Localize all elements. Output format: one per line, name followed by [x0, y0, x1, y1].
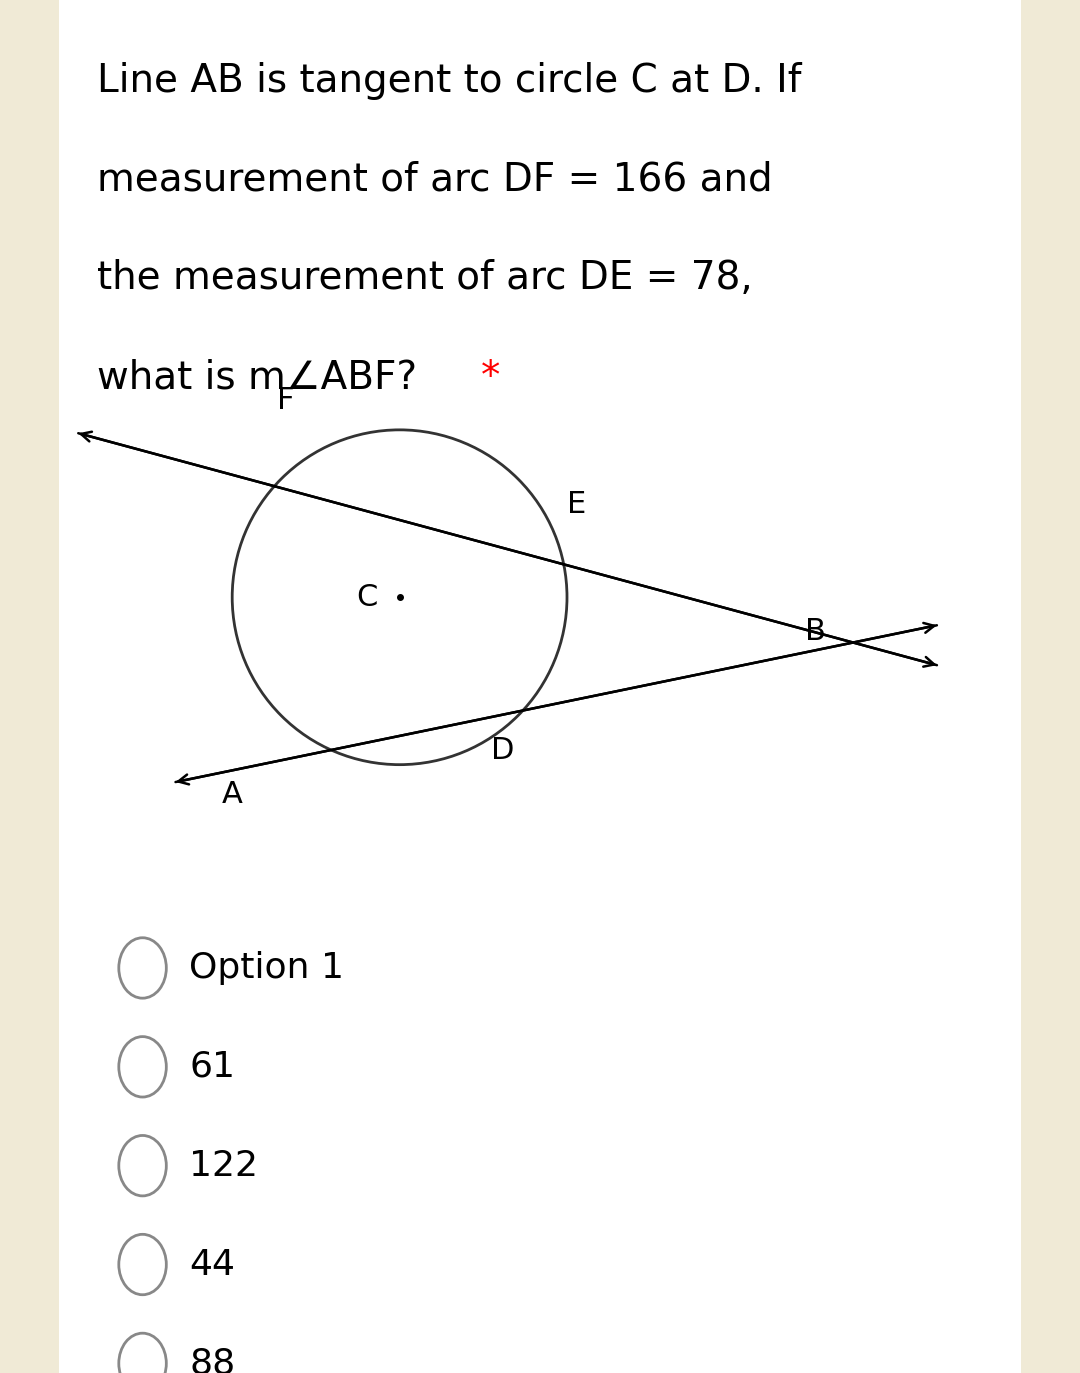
- Text: measurement of arc DF = 166 and: measurement of arc DF = 166 and: [97, 161, 773, 199]
- Text: Line AB is tangent to circle C at D. If: Line AB is tangent to circle C at D. If: [97, 62, 801, 100]
- FancyBboxPatch shape: [59, 0, 1021, 1373]
- Text: D: D: [491, 736, 515, 765]
- Text: *: *: [481, 358, 500, 397]
- Text: Option 1: Option 1: [189, 951, 345, 984]
- Text: 88: 88: [189, 1347, 235, 1373]
- Text: 122: 122: [189, 1149, 258, 1182]
- Text: F: F: [278, 386, 295, 415]
- Text: E: E: [567, 490, 586, 519]
- Text: 44: 44: [189, 1248, 235, 1281]
- Text: B: B: [805, 616, 825, 647]
- Text: A: A: [221, 780, 243, 809]
- Text: what is m∠ABF?: what is m∠ABF?: [97, 358, 430, 397]
- Text: C: C: [356, 582, 378, 612]
- Text: 61: 61: [189, 1050, 235, 1083]
- Text: the measurement of arc DE = 78,: the measurement of arc DE = 78,: [97, 259, 753, 298]
